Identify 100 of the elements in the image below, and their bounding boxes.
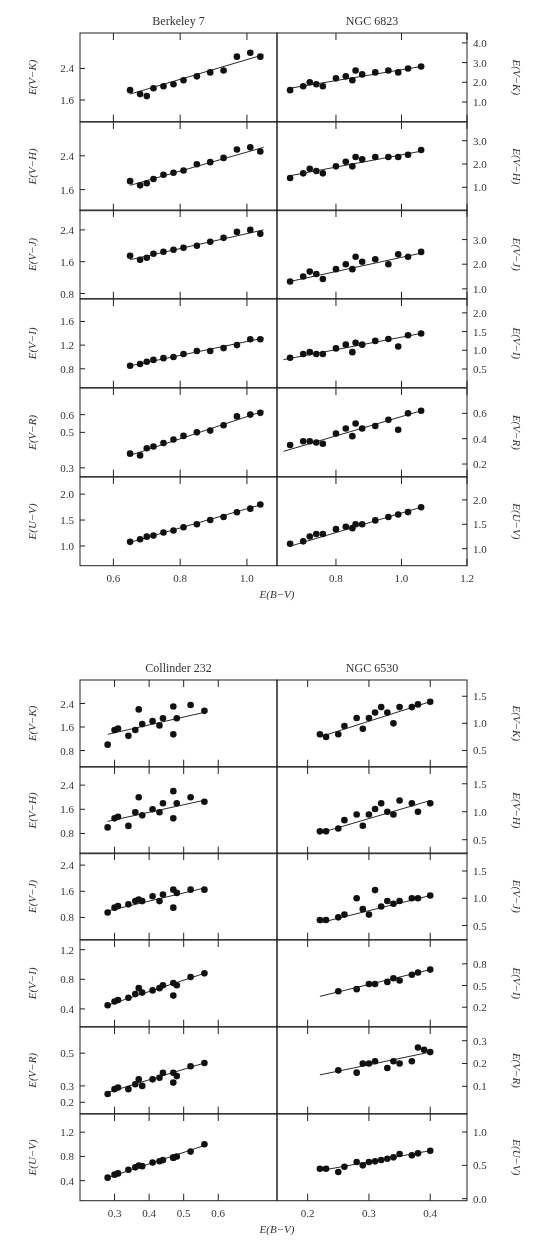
point bbox=[414, 808, 422, 815]
point bbox=[306, 532, 314, 540]
y-tick-label: 3.0 bbox=[473, 233, 488, 246]
point bbox=[233, 412, 241, 420]
point bbox=[334, 1168, 342, 1175]
point bbox=[132, 808, 139, 816]
point bbox=[417, 146, 425, 153]
point bbox=[319, 82, 327, 90]
y-tick-label: 2.0 bbox=[473, 76, 488, 89]
y-axis-title: E(V−R) bbox=[510, 1051, 523, 1088]
point bbox=[371, 887, 379, 894]
y-axis-title: E(V−K) bbox=[26, 59, 39, 97]
y-tick-label: 4.0 bbox=[473, 36, 488, 49]
point bbox=[371, 805, 379, 812]
point bbox=[353, 895, 360, 902]
y-tick-label: 1.6 bbox=[60, 721, 75, 734]
point bbox=[426, 698, 434, 705]
point bbox=[352, 153, 359, 160]
point bbox=[136, 451, 144, 459]
point bbox=[365, 714, 373, 722]
x-axis-title: E(B−V) bbox=[258, 587, 295, 601]
y-tick-label: 2.4 bbox=[60, 778, 75, 791]
point bbox=[359, 725, 367, 733]
y-axis-title: E(U−V) bbox=[26, 502, 39, 540]
y-axis-title: E(V−K) bbox=[510, 704, 523, 742]
point bbox=[201, 1059, 208, 1067]
point bbox=[233, 228, 241, 236]
x-tick-label: 1.0 bbox=[394, 571, 409, 584]
point bbox=[220, 67, 227, 74]
y-tick-label: 0.3 bbox=[60, 1079, 75, 1092]
x-tick-label: 0.6 bbox=[106, 571, 121, 584]
x-tick-label: 0.8 bbox=[329, 571, 344, 584]
point bbox=[126, 177, 134, 185]
point bbox=[159, 799, 167, 807]
point bbox=[426, 892, 434, 900]
point bbox=[286, 278, 294, 286]
point bbox=[170, 992, 177, 999]
point bbox=[170, 80, 177, 88]
point bbox=[143, 92, 151, 100]
y-tick-label: 1.0 bbox=[473, 344, 488, 357]
y-tick-label: 1.5 bbox=[473, 777, 488, 790]
point bbox=[352, 520, 359, 528]
point bbox=[159, 891, 167, 899]
point bbox=[359, 822, 367, 829]
y-tick-label: 2.0 bbox=[473, 306, 488, 319]
y-tick-label: 1.0 bbox=[60, 539, 75, 552]
point bbox=[341, 722, 348, 730]
point bbox=[396, 1060, 403, 1067]
y-tick-label: 0.4 bbox=[473, 432, 488, 445]
point bbox=[414, 1044, 422, 1051]
y-tick-label: 0.8 bbox=[60, 973, 75, 986]
point bbox=[390, 810, 397, 818]
point bbox=[377, 799, 385, 807]
y-tick-label: 0.8 bbox=[60, 911, 75, 924]
x-tick-label: 0.3 bbox=[107, 1206, 122, 1219]
x-tick-label: 0.4 bbox=[423, 1206, 438, 1219]
point bbox=[246, 226, 254, 234]
y-tick-label: 1.0 bbox=[473, 181, 488, 194]
y-tick-label: 1.5 bbox=[473, 865, 488, 878]
point bbox=[135, 706, 143, 713]
y-axis-title: E(V−H) bbox=[510, 790, 523, 829]
point bbox=[394, 343, 402, 350]
y-axis-title: E(V−J) bbox=[510, 879, 523, 914]
y-tick-label: 0.3 bbox=[60, 461, 75, 474]
y-tick-label: 2.4 bbox=[60, 149, 75, 162]
y-axis-title: E(V−I) bbox=[510, 326, 523, 360]
point bbox=[408, 1057, 416, 1065]
point bbox=[394, 426, 402, 433]
point bbox=[125, 822, 132, 829]
point bbox=[170, 787, 177, 795]
point bbox=[125, 732, 132, 740]
point bbox=[104, 1090, 111, 1098]
y-tick-label: 0.8 bbox=[473, 957, 488, 970]
y-tick-label: 0.5 bbox=[473, 833, 488, 846]
point bbox=[341, 816, 348, 824]
point bbox=[104, 823, 111, 831]
point bbox=[135, 793, 143, 801]
y-tick-label: 1.5 bbox=[473, 690, 488, 703]
x-tick-label: 0.3 bbox=[362, 1206, 377, 1219]
point bbox=[149, 893, 156, 900]
point bbox=[341, 911, 348, 919]
y-tick-label: 1.0 bbox=[473, 805, 488, 818]
point bbox=[135, 1075, 143, 1083]
y-tick-label: 0.4 bbox=[60, 1174, 75, 1187]
point bbox=[420, 1046, 428, 1053]
point bbox=[201, 1140, 208, 1148]
point bbox=[358, 258, 366, 266]
y-tick-label: 0.5 bbox=[473, 919, 488, 932]
point bbox=[126, 252, 134, 260]
y-tick-label: 1.2 bbox=[60, 943, 74, 956]
y-tick-label: 0.8 bbox=[60, 827, 75, 840]
point bbox=[352, 67, 359, 74]
y-tick-label: 0.2 bbox=[473, 457, 487, 470]
point bbox=[352, 253, 359, 261]
point bbox=[349, 162, 356, 170]
point bbox=[104, 1173, 111, 1181]
point bbox=[359, 906, 367, 913]
point bbox=[104, 741, 111, 748]
point bbox=[371, 709, 379, 716]
point bbox=[233, 53, 241, 60]
